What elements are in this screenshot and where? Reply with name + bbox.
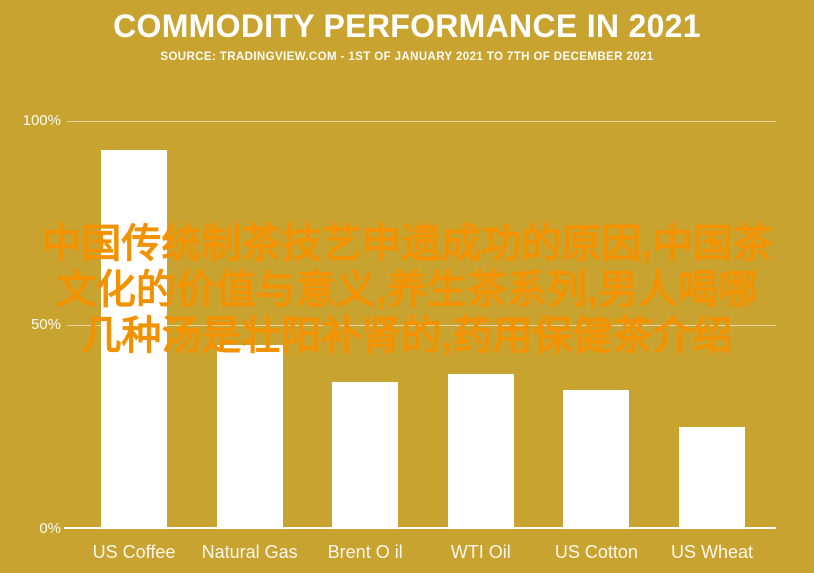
gridline-100	[67, 121, 776, 122]
chart-title: COMMODITY PERFORMANCE IN 2021	[113, 8, 701, 44]
y-tick-label-0: 0%	[39, 520, 61, 537]
x-axis-label-brent-o-il: Brent O il	[327, 542, 403, 562]
bar-brent-o-il	[332, 382, 399, 529]
chinese-text-overlay: 中国传统制茶技艺申遗成功的原因,中国茶 文化的价值与意义,养生茶系列,男人喝哪 …	[0, 221, 814, 359]
y-tick-label-100: 100%	[22, 112, 61, 129]
overlay-line-3: 几种汤是壮阳补肾的,药用保健茶介绍	[81, 314, 733, 358]
chart-source-subtitle: SOURCE: TRADINGVIEW.COM - 1ST OF JANUARY…	[160, 51, 654, 63]
gridline-0	[64, 527, 776, 529]
x-axis-label-us-coffee: US Coffee	[92, 542, 176, 562]
overlay-line-1: 中国传统制茶技艺申遗成功的原因,中国茶	[41, 222, 773, 266]
x-axis-label-us-cotton: US Cotton	[554, 542, 638, 562]
x-axis-label-wti-oil: WTI Oil	[450, 542, 511, 562]
plot-area: 100% 50% 0% US Coffee Natural Gas Brent O il…	[23, 112, 776, 562]
gridline-50	[67, 325, 776, 326]
x-axis-label-us-wheat: US Wheat	[670, 542, 754, 562]
bar-wti-oil	[447, 373, 514, 529]
bar-natural-gas	[216, 345, 283, 529]
bar-us-cotton	[563, 390, 630, 529]
x-axis-label-natural-gas: Natural Gas	[201, 542, 298, 562]
y-tick-label-50: 50%	[30, 316, 61, 333]
bar-us-coffee	[101, 149, 167, 529]
bar-us-wheat	[679, 427, 745, 529]
overlay-line-2: 文化的价值与意义,养生茶系列,男人喝哪	[55, 268, 759, 312]
